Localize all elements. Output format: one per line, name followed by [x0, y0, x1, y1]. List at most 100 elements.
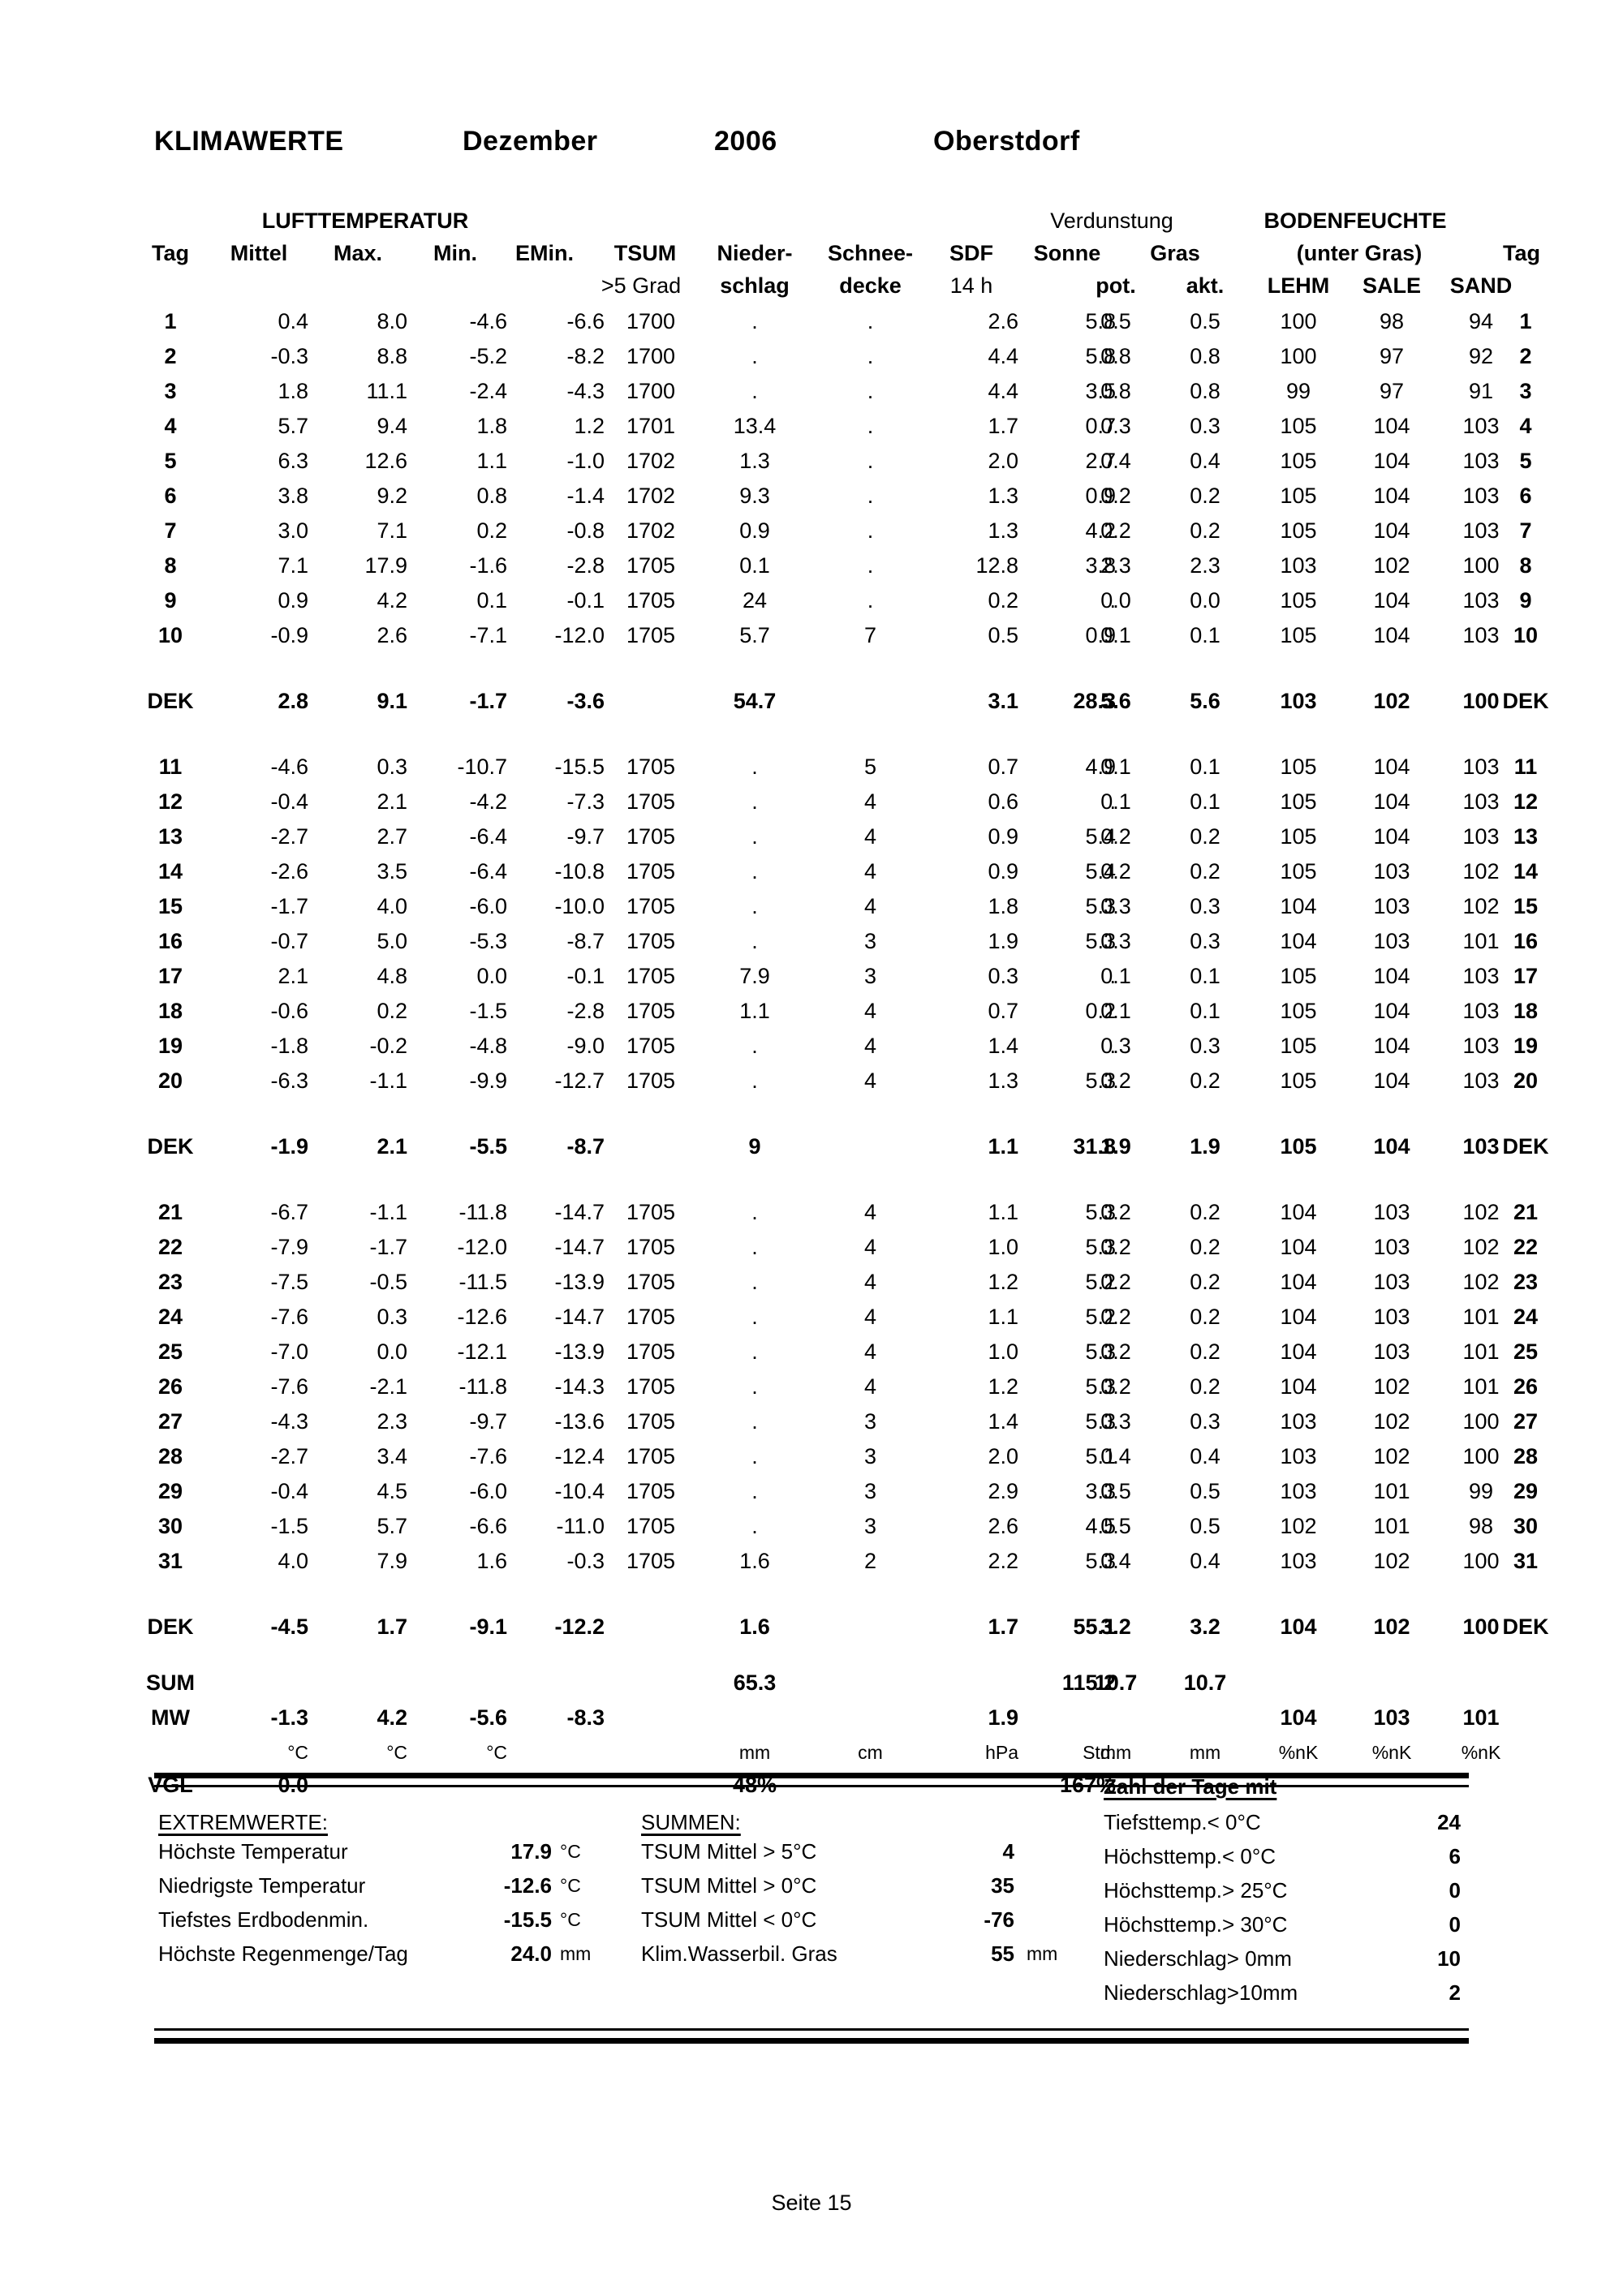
cell-schneedecke: 4 [863, 1339, 877, 1364]
cell-tsum: 1700 [626, 344, 676, 368]
cell-lehm: 104 [1280, 1339, 1317, 1364]
cell-min: -6.4 [469, 859, 507, 884]
cell-schneedecke: . [867, 518, 874, 543]
tage-label: Höchsttemp.< 0°C [1104, 1844, 1276, 1868]
table-row-day: 30 -1.5 5.7 -6.6 -11.0 1705. 3 2.6 4.5 0.5 0.5 102 1… [0, 1510, 1623, 1545]
cell-sale: 104 [1373, 1068, 1410, 1093]
cell-niederschlag: 5.7 [739, 623, 770, 647]
cell-tag2: 19 [1513, 1034, 1539, 1058]
cell-sonne: 5.2 [1085, 1270, 1116, 1294]
cell-sale: 103 [1373, 1200, 1410, 1224]
cell-sdf: 1.7 [988, 414, 1018, 438]
cell-niederschlag: 0.9 [739, 518, 770, 543]
cell-tsum: 1705 [626, 1200, 676, 1224]
extremwerte-value: 17.9 [510, 1839, 552, 1864]
cell-sale: 103 [1373, 859, 1410, 884]
cell-sonne: 28.3 [1073, 689, 1116, 713]
cell-tag2: 3 [1519, 379, 1532, 403]
cell-sale: 104 [1373, 789, 1410, 814]
cell-emin: -6.6 [566, 309, 605, 333]
cell-tag2: 10 [1513, 623, 1539, 647]
cell-tag: 4 [164, 414, 177, 438]
cell-tag2: 2 [1519, 344, 1532, 368]
cell-sand: 103 [1462, 755, 1500, 779]
subcol-lehm: LEHM [1267, 273, 1330, 298]
cell-schneedecke: 4 [863, 789, 877, 814]
extremwerte-value: -15.5 [503, 1907, 552, 1932]
table-row-day: 8 7.1 17.9 -1.6 -2.8 1705 0.1. 12.8 3.8 2.3 2.3 103… [0, 549, 1623, 584]
cell-schneedecke: 2 [863, 1549, 877, 1573]
cell-tag2: 25 [1513, 1339, 1539, 1364]
cell-max: 2.3 [377, 1409, 407, 1434]
cell-pot: 0.3 [1100, 929, 1131, 953]
cell-akt: 0.2 [1190, 1270, 1220, 1294]
cell-akt: 0.3 [1190, 1034, 1220, 1058]
cell-min: 1.8 [476, 414, 507, 438]
cell-min: -9.1 [469, 1615, 507, 1639]
cell-min: -7.6 [469, 1444, 507, 1468]
cell-tag: 23 [157, 1270, 183, 1294]
table-row-day: 12 -0.4 2.1 -4.2 -7.3 1705. 4 0.6. 0.1 0.1 105 104 1… [0, 785, 1623, 820]
table-row-day: 18 -0.6 0.2 -1.5 -2.8 1705 1.1 4 0.7 0.2 0.1 0.1 105… [0, 995, 1623, 1030]
cell-mittel: -4.3 [270, 1409, 308, 1434]
cell-tag: 31 [157, 1549, 183, 1573]
cell-sdf: 4.4 [988, 379, 1018, 403]
cell-emin: -12.2 [554, 1615, 605, 1639]
table-spacer [0, 1099, 1623, 1130]
cell-sand: 101 [1462, 1705, 1500, 1730]
cell-sand: 100 [1462, 689, 1500, 713]
table-row-day: 23 -7.5 -0.5 -11.5 -13.9 1705. 4 1.2 5.2 0.2 0.2 10… [0, 1266, 1623, 1301]
cell-min: -12.0 [457, 1235, 507, 1259]
cell-sale: 104 [1373, 484, 1410, 508]
page-footer: Seite 15 [0, 2191, 1623, 2216]
cell-tag: 26 [157, 1374, 183, 1399]
cell-sale: %nK [1371, 1742, 1412, 1763]
cell-mittel: -0.4 [270, 1479, 308, 1503]
cell-emin: -15.5 [554, 755, 605, 779]
cell-lehm: 105 [1280, 824, 1317, 849]
summen-label: TSUM Mittel > 0°C [641, 1873, 817, 1898]
cell-sdf: 1.3 [988, 518, 1018, 543]
cell-emin: -10.0 [554, 894, 605, 918]
report-title: KLIMAWERTE [154, 126, 344, 157]
cell-sdf: 2.9 [988, 1479, 1018, 1503]
cell-min: -11.8 [458, 1374, 507, 1399]
table-row-dek: DEK -4.5 1.7 -9.1 -12.2 1.6 1.7 55.1 3.2 3.2 104 10… [0, 1610, 1623, 1645]
cell-max: 0.2 [377, 999, 407, 1023]
cell-sale: 98 [1379, 309, 1405, 333]
cell-mittel: 2.1 [278, 964, 308, 988]
cell-sand: 102 [1462, 1200, 1500, 1224]
cell-sonne: 5.3 [1085, 1068, 1116, 1093]
cell-tag2: 26 [1513, 1374, 1539, 1399]
cell-sdf: 1.9 [988, 1705, 1018, 1730]
cell-tag: SUM [146, 1670, 195, 1695]
table-row-day: 9 0.9 4.2 0.1 -0.1 1705 24. 0.2. 0.0 0.0 105 104 103… [0, 584, 1623, 619]
cell-emin: -8.3 [566, 1705, 605, 1730]
cell-pot: 0.1 [1100, 755, 1131, 779]
cell-min: 0.2 [476, 518, 507, 543]
cell-max: 2.1 [377, 789, 407, 814]
cell-schneedecke: 4 [863, 999, 877, 1023]
cell-max: 5.0 [377, 929, 407, 953]
cell-max: 7.1 [377, 518, 407, 543]
cell-akt: 0.3 [1190, 894, 1220, 918]
table-row-day: 27 -4.3 2.3 -9.7 -13.6 1705. 3 1.4 5.3 0.3 0.3 103 1… [0, 1405, 1623, 1440]
cell-emin: -4.3 [566, 379, 605, 403]
cell-niederschlag: . [751, 1034, 758, 1058]
col-header-emin: EMin. [515, 241, 574, 265]
cell-max: 8.8 [377, 344, 407, 368]
cell-pot: 0.2 [1100, 824, 1131, 849]
cell-niederschlag: . [751, 1374, 758, 1399]
cell-akt: 0.3 [1190, 1409, 1220, 1434]
cell-lehm: 103 [1280, 689, 1317, 713]
cell-min: -9.9 [469, 1068, 507, 1093]
cell-niederschlag: 1.6 [739, 1549, 770, 1573]
cell-niederschlag: 0.1 [739, 553, 770, 578]
cell-tag2: 5 [1519, 449, 1532, 473]
cell-sand: 101 [1462, 1374, 1500, 1399]
cell-sdf: 1.4 [988, 1409, 1018, 1434]
cell-tag2: 30 [1513, 1514, 1539, 1538]
cell-sonne: Std. [1083, 1742, 1116, 1763]
cell-sonne: 5.3 [1085, 1549, 1116, 1573]
